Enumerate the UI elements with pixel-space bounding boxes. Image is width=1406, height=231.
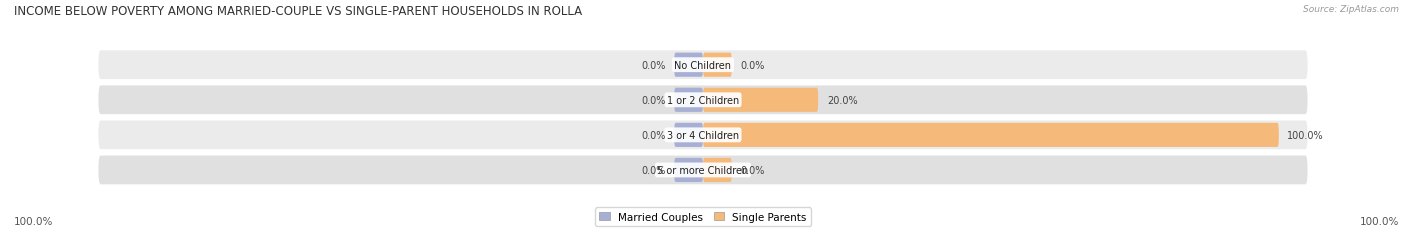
- Text: 0.0%: 0.0%: [741, 165, 765, 175]
- Text: No Children: No Children: [675, 61, 731, 70]
- Text: 0.0%: 0.0%: [741, 61, 765, 70]
- FancyBboxPatch shape: [703, 158, 731, 182]
- Text: 100.0%: 100.0%: [14, 216, 53, 226]
- Text: Source: ZipAtlas.com: Source: ZipAtlas.com: [1303, 5, 1399, 14]
- FancyBboxPatch shape: [98, 156, 1308, 185]
- FancyBboxPatch shape: [703, 88, 818, 112]
- Text: 1 or 2 Children: 1 or 2 Children: [666, 95, 740, 105]
- Text: 100.0%: 100.0%: [1288, 130, 1324, 140]
- FancyBboxPatch shape: [98, 86, 1308, 115]
- Text: INCOME BELOW POVERTY AMONG MARRIED-COUPLE VS SINGLE-PARENT HOUSEHOLDS IN ROLLA: INCOME BELOW POVERTY AMONG MARRIED-COUPL…: [14, 5, 582, 18]
- Text: 100.0%: 100.0%: [1360, 216, 1399, 226]
- Text: 0.0%: 0.0%: [641, 130, 665, 140]
- FancyBboxPatch shape: [675, 158, 703, 182]
- Legend: Married Couples, Single Parents: Married Couples, Single Parents: [595, 208, 811, 226]
- Text: 5 or more Children: 5 or more Children: [658, 165, 748, 175]
- Text: 0.0%: 0.0%: [641, 61, 665, 70]
- FancyBboxPatch shape: [675, 53, 703, 77]
- FancyBboxPatch shape: [675, 123, 703, 147]
- Text: 20.0%: 20.0%: [827, 95, 858, 105]
- Text: 3 or 4 Children: 3 or 4 Children: [666, 130, 740, 140]
- FancyBboxPatch shape: [703, 53, 731, 77]
- FancyBboxPatch shape: [703, 123, 1279, 147]
- FancyBboxPatch shape: [98, 51, 1308, 80]
- Text: 0.0%: 0.0%: [641, 95, 665, 105]
- FancyBboxPatch shape: [98, 121, 1308, 150]
- FancyBboxPatch shape: [675, 88, 703, 112]
- Text: 0.0%: 0.0%: [641, 165, 665, 175]
